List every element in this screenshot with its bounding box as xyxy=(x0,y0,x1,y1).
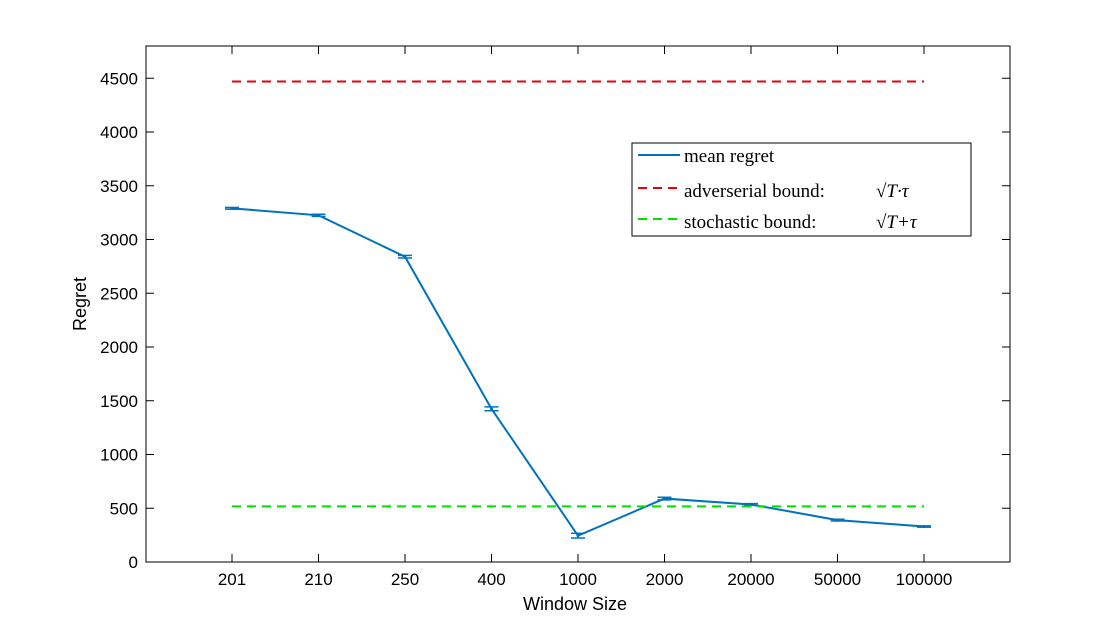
y-tick-label: 2500 xyxy=(100,284,138,303)
legend-math-stochastic-bound: √T+τ xyxy=(876,212,918,233)
data-point xyxy=(663,497,666,501)
y-tick-label: 4000 xyxy=(100,123,138,142)
x-tick-label: 50000 xyxy=(814,570,861,589)
x-tick-label: 20000 xyxy=(727,570,774,589)
data-point xyxy=(403,255,407,259)
y-axis-label: Regret xyxy=(70,277,90,331)
x-tick-label: 100000 xyxy=(896,570,953,589)
legend-label-stochastic-bound: stochastic bound: xyxy=(684,212,816,233)
legend: mean regret adverserial bound: √T·τ stoc… xyxy=(631,142,972,237)
y-tick-label: 1500 xyxy=(100,392,138,411)
data-point xyxy=(490,407,493,411)
data-point xyxy=(836,518,839,522)
axis-ticks: 0 500 1000 1500 2000 2500 3000 3500 4000 4500 201 2… xyxy=(100,46,1010,589)
x-tick-label: 210 xyxy=(304,570,332,589)
y-tick-label: 500 xyxy=(110,499,138,518)
x-tick-label: 1000 xyxy=(559,570,597,589)
y-tick-label: 3500 xyxy=(100,177,138,196)
y-tick-label: 0 xyxy=(129,553,138,572)
x-tick-label: 2000 xyxy=(646,570,684,589)
data-point xyxy=(230,206,234,210)
plot-area xyxy=(145,45,1011,563)
data-point xyxy=(922,525,926,529)
x-tick-label: 400 xyxy=(477,570,505,589)
legend-math-adversarial-bound: √T·τ xyxy=(876,181,910,202)
data-point xyxy=(576,534,580,538)
series-layer xyxy=(225,80,931,539)
x-tick-label: 201 xyxy=(218,570,246,589)
y-tick-label: 2000 xyxy=(100,338,138,357)
x-tick-label: 250 xyxy=(391,570,419,589)
y-tick-label: 4500 xyxy=(100,69,138,88)
legend-label-mean-regret: mean regret xyxy=(684,146,775,167)
legend-label-adversarial-bound: adverserial bound: xyxy=(684,181,825,202)
legend-box xyxy=(631,142,972,237)
x-axis-label: Window Size xyxy=(523,594,627,614)
data-point xyxy=(317,213,320,217)
data-point xyxy=(749,502,753,506)
y-tick-label: 3000 xyxy=(100,231,138,250)
y-tick-label: 1000 xyxy=(100,446,138,465)
